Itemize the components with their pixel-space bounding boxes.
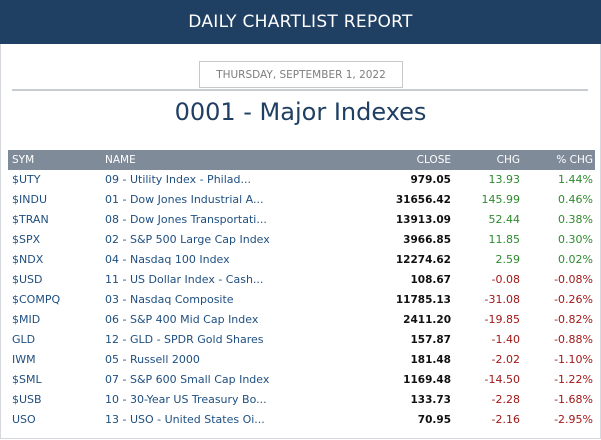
close-value: 31656.42 (395, 194, 451, 206)
change-value: 13.93 (488, 173, 521, 186)
close-value: 108.67 (410, 274, 451, 286)
pct-change-value: -1.22% (554, 373, 593, 386)
pct-change-value: -0.08% (554, 273, 593, 286)
symbol-link[interactable]: $SML (12, 373, 42, 386)
table-row[interactable]: $USD 11 - US Dollar Index - Cash... 108.67… (8, 270, 595, 290)
change-value: -19.85 (484, 313, 520, 326)
symbol-link[interactable]: $MID (12, 313, 41, 326)
table-row[interactable]: $MID 06 - S&P 400 Mid Cap Index 2411.20 -19… (8, 310, 595, 330)
close-value: 3966.85 (403, 234, 451, 246)
table-row[interactable]: $COMPQ 03 - Nasdaq Composite 11785.13 -31.0… (8, 290, 595, 310)
table-row[interactable]: GLD 12 - GLD - SPDR Gold Shares 157.87 -1.4… (8, 330, 595, 350)
name-link[interactable]: 02 - S&P 500 Large Cap Index (105, 233, 270, 246)
name-link[interactable]: 04 - Nasdaq 100 Index (105, 253, 230, 266)
symbol-link[interactable]: IWM (12, 353, 36, 366)
report-date: THURSDAY, SEPTEMBER 1, 2022 (199, 61, 403, 88)
close-value: 133.73 (410, 394, 451, 406)
name-link[interactable]: 05 - Russell 2000 (105, 353, 200, 366)
pct-change-value: 0.02% (558, 253, 593, 266)
chartlist-title: 0001 - Major Indexes (174, 98, 427, 126)
table-header: SYM NAME CLOSE CHG % CHG (8, 150, 595, 170)
table-row[interactable]: $SPX 02 - S&P 500 Large Cap Index 3966.85 1… (8, 230, 595, 250)
name-link[interactable]: 03 - Nasdaq Composite (105, 293, 234, 306)
symbol-link[interactable]: $SPX (12, 233, 41, 246)
symbol-link[interactable]: $USD (12, 273, 43, 286)
table-row[interactable]: $USB 10 - 30-Year US Treasury Bo... 133.73… (8, 390, 595, 410)
pct-change-value: 1.44% (558, 173, 593, 186)
pct-change-value: 0.30% (558, 233, 593, 246)
table-row[interactable]: USO 13 - USO - United States Oi... 70.95 -2… (8, 410, 595, 430)
change-value: 11.85 (488, 233, 521, 246)
close-value: 2411.20 (403, 314, 451, 326)
close-value: 12274.62 (395, 254, 451, 266)
table-row[interactable]: $SML 07 - S&P 600 Small Cap Index 1169.48 -… (8, 370, 595, 390)
symbol-link[interactable]: $NDX (12, 253, 44, 266)
table-row[interactable]: IWM 05 - Russell 2000 181.48 -2.02 -1.10% (8, 350, 595, 370)
report-header: DAILY CHARTLIST REPORT (0, 0, 601, 44)
close-value: 979.05 (410, 174, 451, 186)
divider (12, 89, 588, 91)
close-value: 157.87 (410, 334, 451, 346)
pct-change-value: -0.88% (554, 333, 593, 346)
name-link[interactable]: 12 - GLD - SPDR Gold Shares (105, 333, 264, 346)
pct-change-value: 0.46% (558, 193, 593, 206)
change-value: -31.08 (484, 293, 520, 306)
change-value: 52.44 (488, 213, 521, 226)
symbol-link[interactable]: $INDU (12, 193, 47, 206)
column-header-name[interactable]: NAME (105, 154, 136, 166)
table-row[interactable]: $NDX 04 - Nasdaq 100 Index 12274.62 2.59 0.0… (8, 250, 595, 270)
close-value: 11785.13 (395, 294, 451, 306)
pct-change-value: -1.68% (554, 393, 593, 406)
change-value: -14.50 (484, 373, 520, 386)
table-row[interactable]: $TRAN 08 - Dow Jones Transportati... 13913… (8, 210, 595, 230)
name-link[interactable]: 07 - S&P 600 Small Cap Index (105, 373, 270, 386)
close-value: 181.48 (410, 354, 451, 366)
name-link[interactable]: 11 - US Dollar Index - Cash... (105, 273, 264, 286)
column-header-sym[interactable]: SYM (12, 154, 35, 166)
name-link[interactable]: 09 - Utility Index - Philad... (105, 173, 251, 186)
name-link[interactable]: 08 - Dow Jones Transportati... (105, 213, 267, 226)
change-value: -1.40 (491, 333, 520, 346)
close-value: 1169.48 (403, 374, 451, 386)
symbol-link[interactable]: $TRAN (12, 213, 49, 226)
table-row[interactable]: $INDU 01 - Dow Jones Industrial A... 31656… (8, 190, 595, 210)
column-header-chg[interactable]: CHG (496, 154, 520, 166)
column-header-pct-chg[interactable]: % CHG (556, 154, 593, 166)
symbol-link[interactable]: USO (12, 413, 36, 426)
name-link[interactable]: 10 - 30-Year US Treasury Bo... (105, 393, 267, 406)
pct-change-value: 0.38% (558, 213, 593, 226)
name-link[interactable]: 06 - S&P 400 Mid Cap Index (105, 313, 259, 326)
change-value: -2.16 (491, 413, 520, 426)
index-table: SYM NAME CLOSE CHG % CHG $UTY 09 - Utilit… (8, 150, 595, 430)
name-link[interactable]: 13 - USO - United States Oi... (105, 413, 265, 426)
change-value: -0.08 (491, 273, 520, 286)
pct-change-value: -0.26% (554, 293, 593, 306)
pct-change-value: -1.10% (554, 353, 593, 366)
report-header-title: DAILY CHARTLIST REPORT (188, 12, 413, 32)
column-header-close[interactable]: CLOSE (416, 154, 451, 166)
table-body: $UTY 09 - Utility Index - Philad... 979.05… (8, 170, 595, 430)
close-value: 13913.09 (395, 214, 451, 226)
close-value: 70.95 (417, 414, 451, 426)
symbol-link[interactable]: GLD (12, 333, 36, 346)
name-link[interactable]: 01 - Dow Jones Industrial A... (105, 193, 264, 206)
report-date-text: THURSDAY, SEPTEMBER 1, 2022 (216, 68, 386, 81)
symbol-link[interactable]: $UTY (12, 173, 41, 186)
pct-change-value: -0.82% (554, 313, 593, 326)
change-value: 2.59 (495, 253, 521, 266)
change-value: -2.02 (491, 353, 520, 366)
pct-change-value: -2.95% (554, 413, 593, 426)
symbol-link[interactable]: $COMPQ (12, 293, 61, 306)
change-value: -2.28 (491, 393, 520, 406)
change-value: 145.99 (481, 193, 521, 206)
table-row[interactable]: $UTY 09 - Utility Index - Philad... 979.05… (8, 170, 595, 190)
symbol-link[interactable]: $USB (12, 393, 42, 406)
